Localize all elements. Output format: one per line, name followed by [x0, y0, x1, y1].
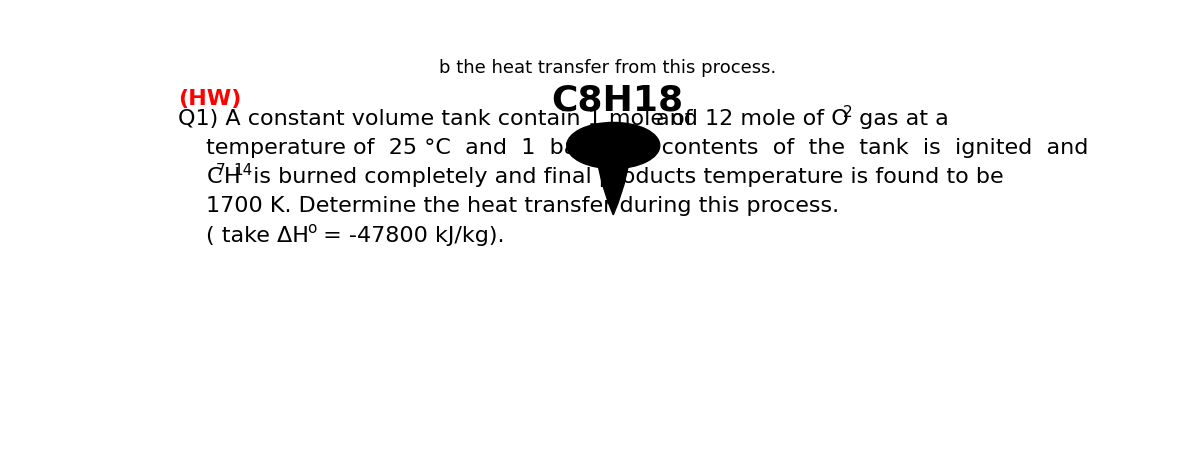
- Text: and 12 mole of O: and 12 mole of O: [656, 109, 849, 128]
- Text: 14: 14: [234, 163, 253, 178]
- Polygon shape: [597, 157, 630, 215]
- Text: ( take ΔH: ( take ΔH: [206, 225, 310, 246]
- Text: = -47800 kJ/kg).: = -47800 kJ/kg).: [317, 225, 505, 246]
- Text: 2: 2: [842, 105, 853, 120]
- Text: C: C: [206, 167, 222, 187]
- Text: 7: 7: [216, 163, 225, 178]
- Text: H: H: [223, 167, 240, 187]
- Text: 1700 K. Determine the heat transfer during this process.: 1700 K. Determine the heat transfer duri…: [206, 196, 840, 216]
- Ellipse shape: [567, 122, 659, 169]
- Text: b the heat transfer from this process.: b the heat transfer from this process.: [439, 59, 777, 77]
- Text: gas at a: gas at a: [852, 109, 949, 128]
- Text: is burned completely and final products temperature is found to be: is burned completely and final products …: [246, 167, 1003, 187]
- Text: Q1) A constant volume tank contain 1 mole of: Q1) A constant volume tank contain 1 mol…: [178, 109, 693, 128]
- Text: (HW): (HW): [178, 89, 241, 109]
- Text: temperature of  25 °C  and  1  bar.  The  contents  of  the  tank  is  ignited  : temperature of 25 °C and 1 bar. The cont…: [206, 138, 1089, 158]
- Text: C8H18: C8H18: [551, 84, 683, 118]
- Text: o: o: [307, 221, 317, 236]
